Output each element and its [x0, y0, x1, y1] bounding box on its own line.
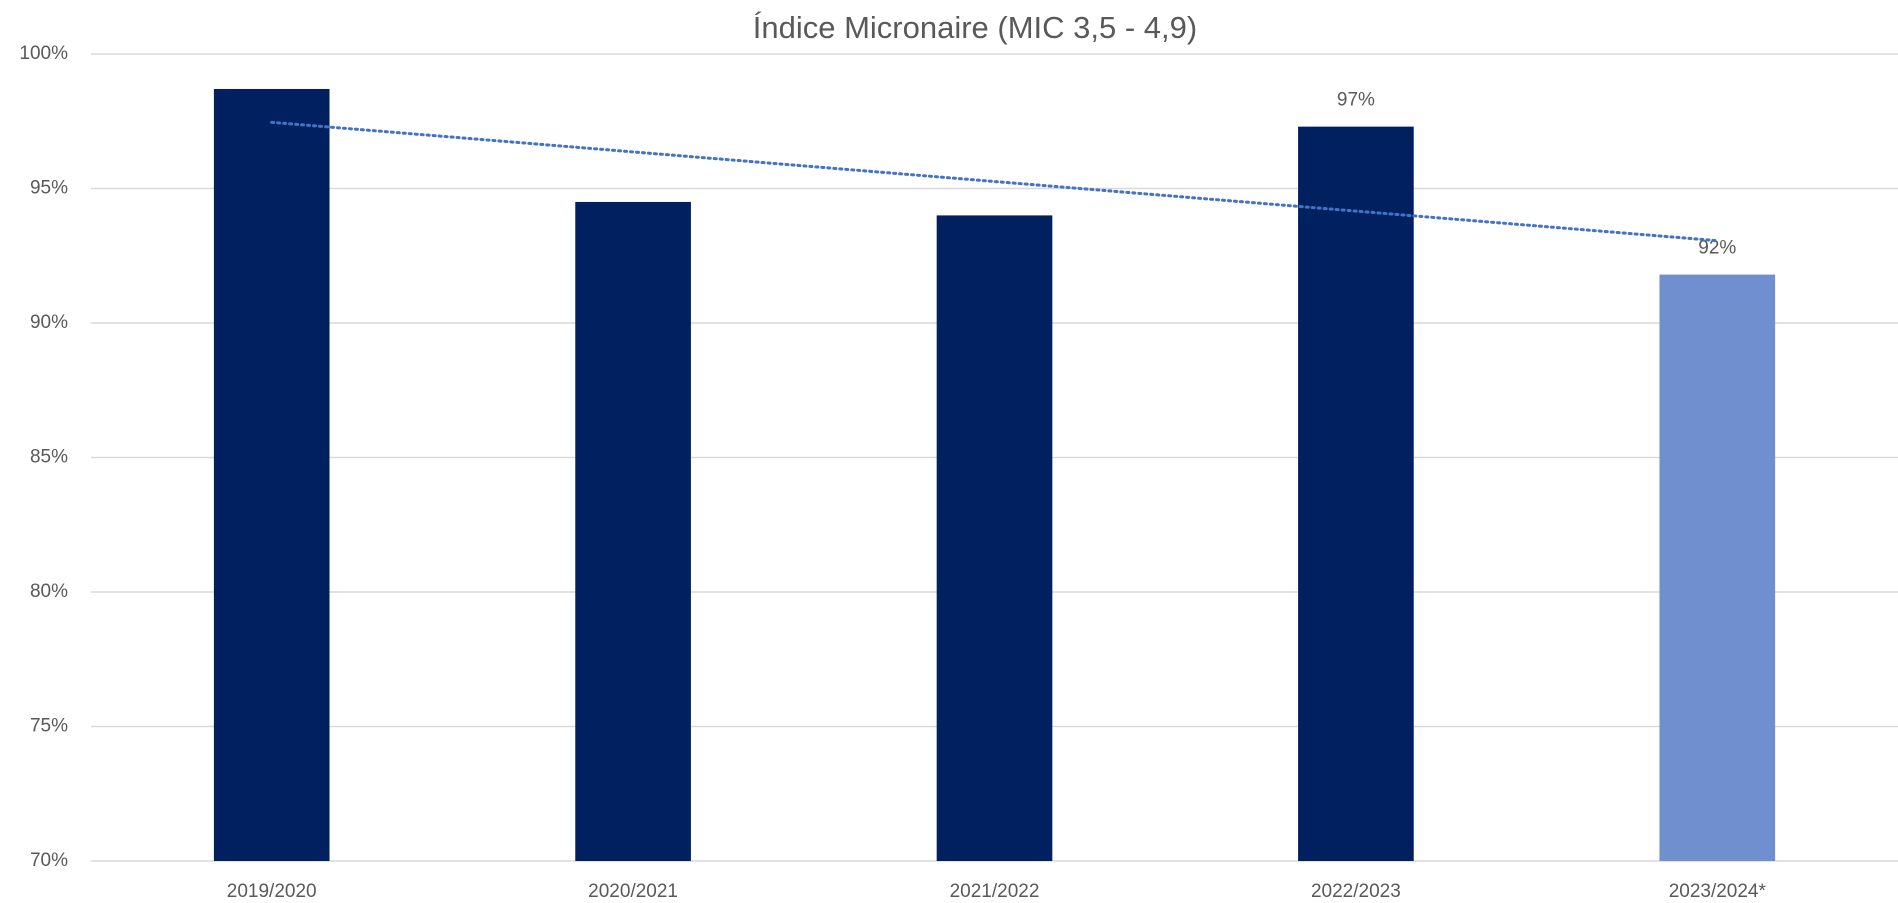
data-label: 97% — [1337, 90, 1375, 111]
bar — [936, 215, 1053, 861]
y-tick-label: 75% — [30, 716, 68, 737]
y-tick-label: 85% — [30, 447, 68, 468]
y-tick-label: 70% — [30, 850, 68, 871]
x-tick-label: 2020/2021 — [588, 881, 678, 902]
y-tick-label: 95% — [30, 178, 68, 199]
data-label: 92% — [1698, 238, 1736, 259]
y-tick-label: 90% — [30, 312, 68, 333]
y-tick-label: 80% — [30, 581, 68, 602]
x-tick-label: 2022/2023 — [1311, 881, 1401, 902]
x-tick-label: 2021/2022 — [950, 881, 1040, 902]
trendline — [270, 120, 1719, 243]
bar — [1659, 274, 1776, 862]
x-tick-label: 2019/2020 — [227, 881, 317, 902]
chart-title: Índice Micronaire (MIC 3,5 - 4,9) — [753, 10, 1197, 45]
bar — [575, 201, 691, 861]
bar — [213, 88, 330, 862]
bar — [1298, 126, 1414, 861]
y-tick-label: 100% — [19, 43, 68, 64]
x-tick-label: 2023/2024* — [1669, 881, 1767, 902]
